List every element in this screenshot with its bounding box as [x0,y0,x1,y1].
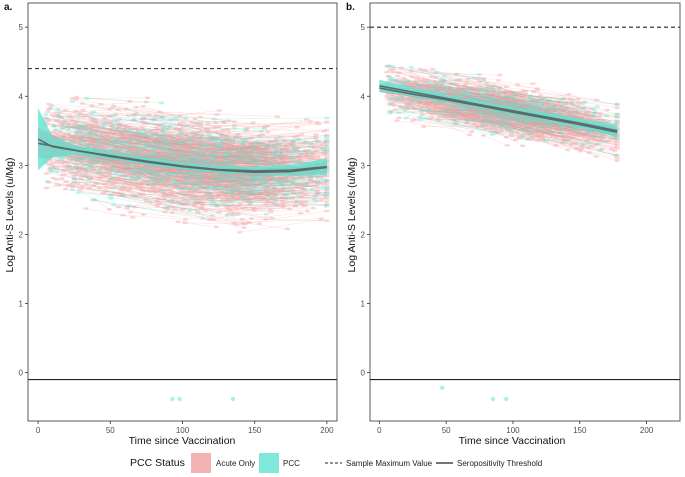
panel-b-acute-only-trend-line [379,87,618,133]
panel-b-x-tick-label-0: 0 [377,426,382,435]
legend: PCC Status Acute Only PCC Sample Maximum… [130,453,542,473]
panel-b-outlier-point-2 [490,396,496,402]
panel-b-y-tick-label-4: 4 [361,92,366,101]
panel-b-x-tick-label-150: 150 [573,426,587,435]
panel-b-y-tick-label-1: 1 [361,300,366,309]
legend-label-acute-only: Acute Only [216,459,255,468]
panel-b: b. Log Anti-S Levels (u/Mg) Time since V… [346,2,681,447]
panel-a-x-tick-label-100: 100 [176,426,190,435]
panel-a-x-axis-title: Time since Vaccination [129,435,236,447]
legend-swatch-pcc [259,453,279,473]
panel-a-y-axis-title: Log Anti-S Levels (u/Mg) [4,158,16,273]
panel-b-pcc-trend-line [379,85,618,132]
panel-a-outlier-point-1 [170,396,175,402]
panel-b-y-tick-label-5: 5 [361,23,366,32]
panel-b-y-axis-title: Log Anti-S Levels (u/Mg) [346,158,358,273]
panel-a-x-tick-label-50: 50 [106,426,115,435]
panel-a-x-tick-label-200: 200 [320,426,334,435]
legend-label-sample-maximum: Sample Maximum Value [346,459,433,468]
panel-b-y-tick-label-2: 2 [361,230,366,239]
panel-a: a. Log Anti-S Levels (u/Mg) Time since V… [4,2,338,447]
panel-a-frame [27,2,338,422]
panel-a-y-tick-label-2: 2 [19,230,24,239]
panel-b-x-tick-label-100: 100 [506,426,520,435]
panel-a-tag: a. [4,2,13,13]
panel-a-y-tick-label-0: 0 [19,369,24,378]
panel-b-tag: b. [346,2,355,13]
panel-b-x-tick-label-50: 50 [442,426,451,435]
panel-b-outlier-point-1 [439,385,445,391]
legend-label-pcc: PCC [283,459,300,468]
panel-b-outlier-point-3 [504,396,509,402]
panel-b-y-tick-label-0: 0 [361,369,366,378]
panel-b-frame [369,2,681,422]
legend-swatch-acute-only [191,453,211,473]
panel-b-trajectory-cloud [383,64,620,162]
legend-title: PCC Status [130,457,185,469]
panel-a-x-tick-label-0: 0 [36,426,41,435]
panel-a-outlier-point-2 [177,396,182,402]
panel-a-y-tick-label-4: 4 [19,92,24,101]
panel-a-y-tick-label-3: 3 [19,161,24,170]
panel-b-y-tick-label-3: 3 [361,161,366,170]
panel-a-outlier-point-3 [230,396,236,402]
panel-a-y-tick-label-5: 5 [19,23,24,32]
panel-a-acute-only-trajectories [45,96,327,233]
panel-a-pcc-confidence-band [38,108,327,176]
panel-b-x-tick-label-200: 200 [640,426,654,435]
panel-b-x-axis-title: Time since Vaccination [459,435,566,447]
panel-a-pcc-trend-line [37,138,327,172]
legend-label-seropositivity-threshold: Seropositivity Threshold [457,459,542,468]
panel-a-y-tick-label-1: 1 [19,300,24,309]
panel-a-x-tick-label-150: 150 [248,426,262,435]
